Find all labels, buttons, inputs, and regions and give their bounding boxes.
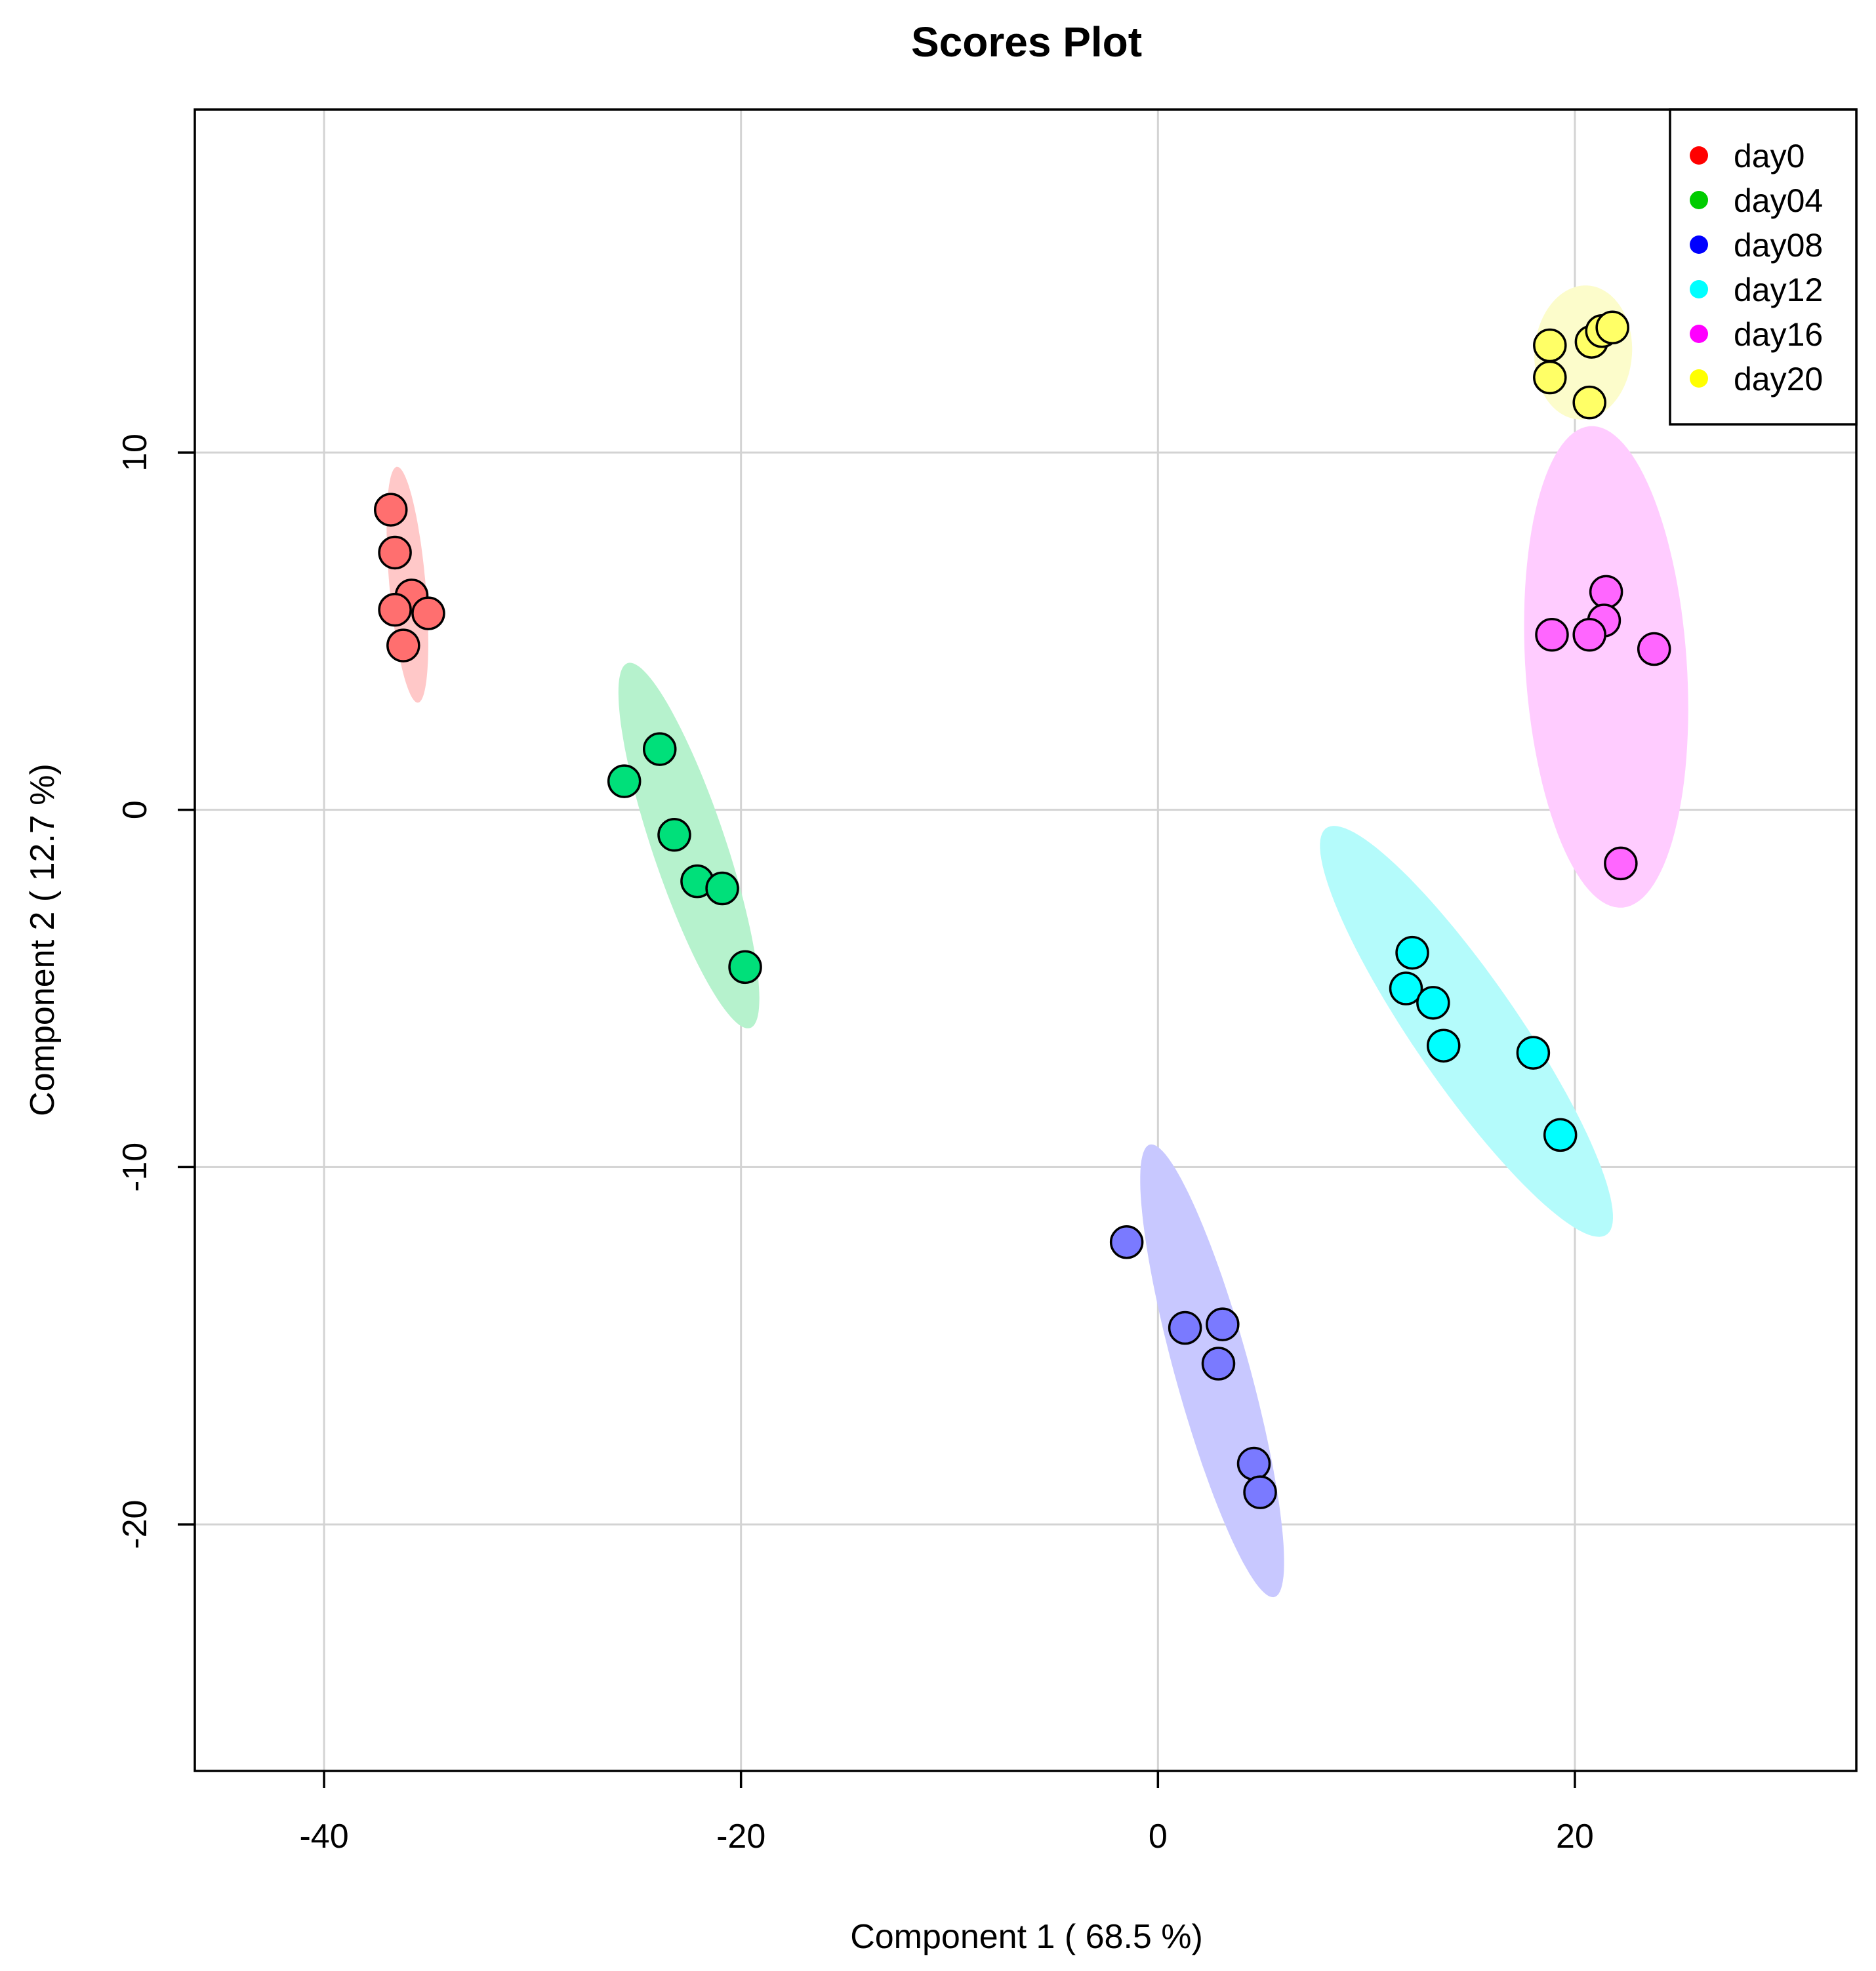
point-day04 — [705, 871, 739, 906]
point-day20 — [1533, 328, 1567, 363]
plot-frame — [194, 108, 1858, 1772]
legend: day0 day04 day08 day12 day16 day20 — [1669, 108, 1858, 426]
point-day04 — [607, 764, 642, 798]
legend-marker-day16 — [1690, 325, 1708, 343]
point-day04 — [657, 818, 691, 852]
x-tick-label: 0 — [1149, 1818, 1168, 1856]
point-day0 — [386, 628, 420, 662]
ellipse-day16 — [1524, 426, 1688, 908]
legend-marker-day04 — [1690, 191, 1708, 209]
score-points — [373, 310, 1671, 1509]
point-day16 — [1589, 575, 1623, 609]
point-day12 — [1516, 1036, 1551, 1070]
point-day08 — [1206, 1307, 1240, 1341]
x-tick-label: -40 — [299, 1818, 348, 1856]
point-day16 — [1604, 846, 1638, 881]
point-day20 — [1595, 310, 1629, 345]
point-day0 — [378, 535, 412, 570]
y-tick-label: 0 — [116, 800, 154, 819]
point-day08 — [1243, 1475, 1277, 1509]
point-day12 — [1395, 935, 1429, 970]
legend-label-day04: day04 — [1734, 182, 1823, 219]
point-day0 — [373, 493, 408, 527]
x-axis-label: Component 1 ( 68.5 %) — [850, 1918, 1203, 1956]
legend-label-day08: day08 — [1734, 227, 1823, 264]
chart-title: Scores Plot — [911, 18, 1142, 66]
legend-label-day16: day16 — [1734, 316, 1823, 353]
point-day12 — [1389, 971, 1423, 1006]
point-day12 — [1543, 1118, 1578, 1152]
y-axis-label: Component 2 ( 12.7 %) — [24, 763, 62, 1116]
y-tick-label: -20 — [116, 1500, 154, 1549]
x-tick-label: 20 — [1556, 1818, 1594, 1856]
point-day0 — [411, 596, 445, 630]
legend-label-day12: day12 — [1734, 272, 1823, 308]
legend-marker-day20 — [1690, 369, 1708, 388]
point-day16 — [1572, 618, 1606, 652]
point-day04 — [728, 950, 762, 985]
point-day20 — [1533, 360, 1567, 395]
point-day08 — [1168, 1311, 1202, 1345]
y-axis: 10 0 -10 -20 — [116, 434, 195, 1549]
point-day04 — [642, 732, 677, 766]
point-day20 — [1572, 385, 1606, 420]
y-tick-label: -10 — [116, 1143, 154, 1192]
point-day08 — [1109, 1225, 1144, 1259]
legend-marker-day0 — [1690, 146, 1708, 165]
legend-label-day20: day20 — [1734, 361, 1823, 397]
point-day08 — [1201, 1347, 1236, 1381]
point-day08 — [1236, 1446, 1271, 1481]
point-day12 — [1426, 1028, 1461, 1063]
ellipse-day12 — [1320, 826, 1613, 1237]
y-tick-label: 10 — [116, 434, 154, 472]
point-day16 — [1535, 618, 1569, 652]
point-day12 — [1416, 986, 1450, 1020]
point-day16 — [1637, 632, 1671, 666]
point-day0 — [378, 592, 412, 627]
legend-marker-day12 — [1690, 280, 1708, 298]
legend-marker-day08 — [1690, 235, 1708, 254]
legend-label-day0: day0 — [1734, 138, 1805, 174]
x-axis: -40 -20 0 20 — [299, 1771, 1594, 1856]
x-tick-label: -20 — [716, 1818, 765, 1856]
